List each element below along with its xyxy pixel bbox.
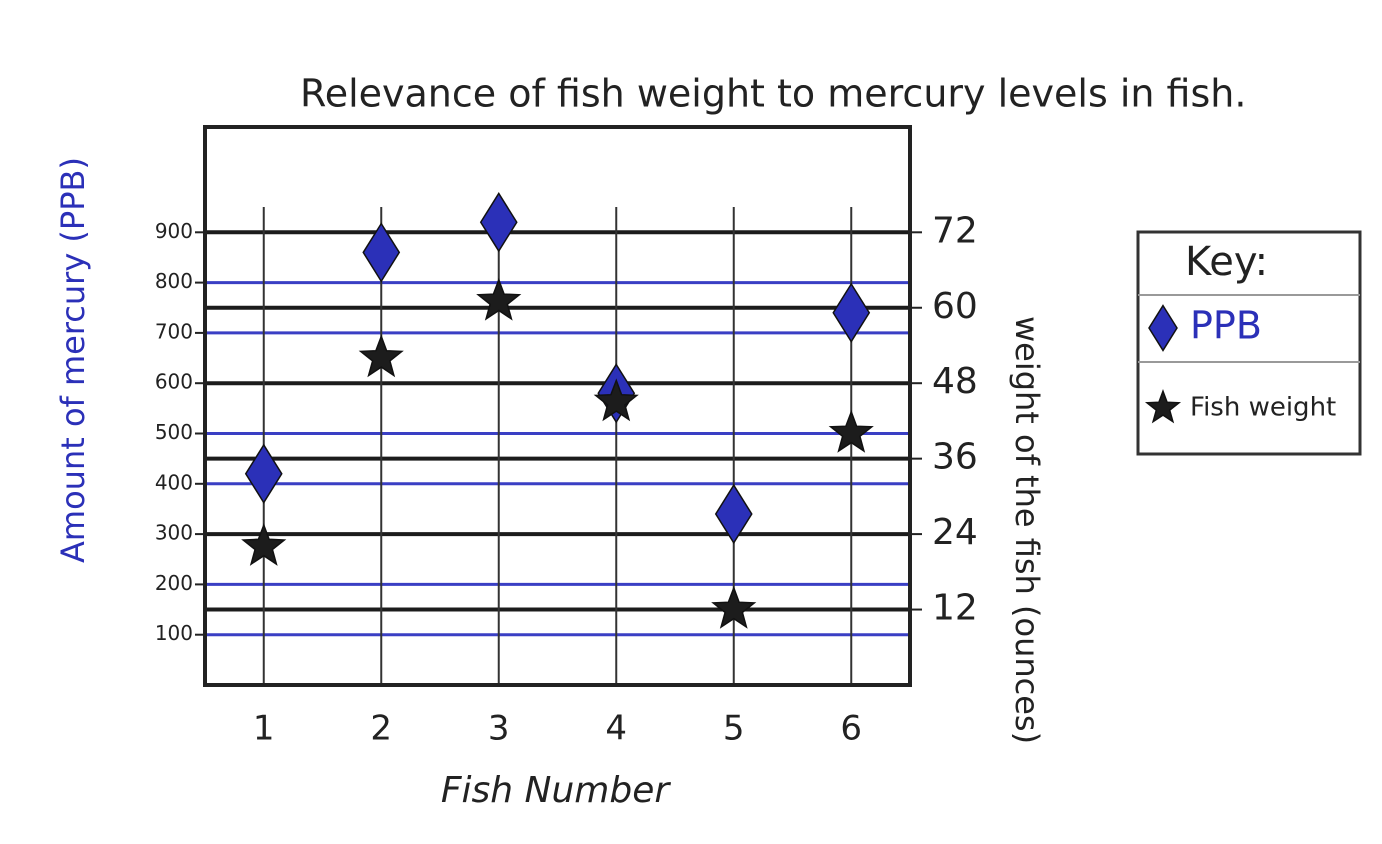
y2-tick-label: 60 [932, 286, 978, 327]
y-tick-label: 500 [155, 420, 193, 444]
point [476, 277, 522, 321]
legend-title: Key: [1185, 239, 1268, 285]
y-tick-label: 900 [155, 219, 193, 243]
y2-tick-label: 12 [932, 588, 978, 629]
y-tick-label: 400 [155, 470, 193, 494]
point [362, 222, 401, 283]
y2-tick-label: 36 [932, 437, 978, 478]
y-tick-label: 200 [155, 571, 193, 595]
point [479, 192, 518, 253]
x-tick-label: 6 [840, 709, 862, 749]
point [241, 522, 287, 566]
y2-tick-label: 48 [932, 361, 978, 402]
point [832, 282, 871, 343]
plot-frame [203, 125, 912, 687]
x-axis-label: Fish Number [441, 770, 672, 811]
point [711, 585, 757, 629]
point [358, 334, 404, 378]
legend-label: Fish weight [1190, 393, 1336, 423]
y-tick-label: 800 [155, 269, 193, 293]
x-tick-label: 3 [488, 709, 510, 749]
y2-tick-label: 72 [932, 210, 978, 251]
y-axis-label: Amount of mercury (PPB) [54, 157, 92, 563]
point [593, 378, 639, 422]
y-tick-label: 300 [155, 521, 193, 545]
legend-marker [1148, 304, 1178, 352]
legend-box [1136, 230, 1362, 456]
y-tick-label: 100 [155, 621, 193, 645]
chart-title: Relevance of fish weight to mercury leve… [300, 72, 1246, 116]
x-tick-label: 2 [370, 709, 392, 749]
y-tick-label: 600 [155, 370, 193, 394]
x-tick-label: 5 [723, 709, 745, 749]
legend-label: PPB [1190, 304, 1262, 348]
point [714, 483, 753, 545]
x-tick-label: 1 [253, 709, 275, 749]
legend-marker [1144, 389, 1182, 424]
y-tick-label: 700 [155, 319, 193, 343]
y2-axis-label: weight of the fish (ounces) [1008, 316, 1046, 744]
point [828, 409, 874, 453]
point [244, 443, 283, 504]
y2-tick-label: 24 [932, 512, 978, 553]
x-tick-label: 4 [605, 709, 627, 749]
